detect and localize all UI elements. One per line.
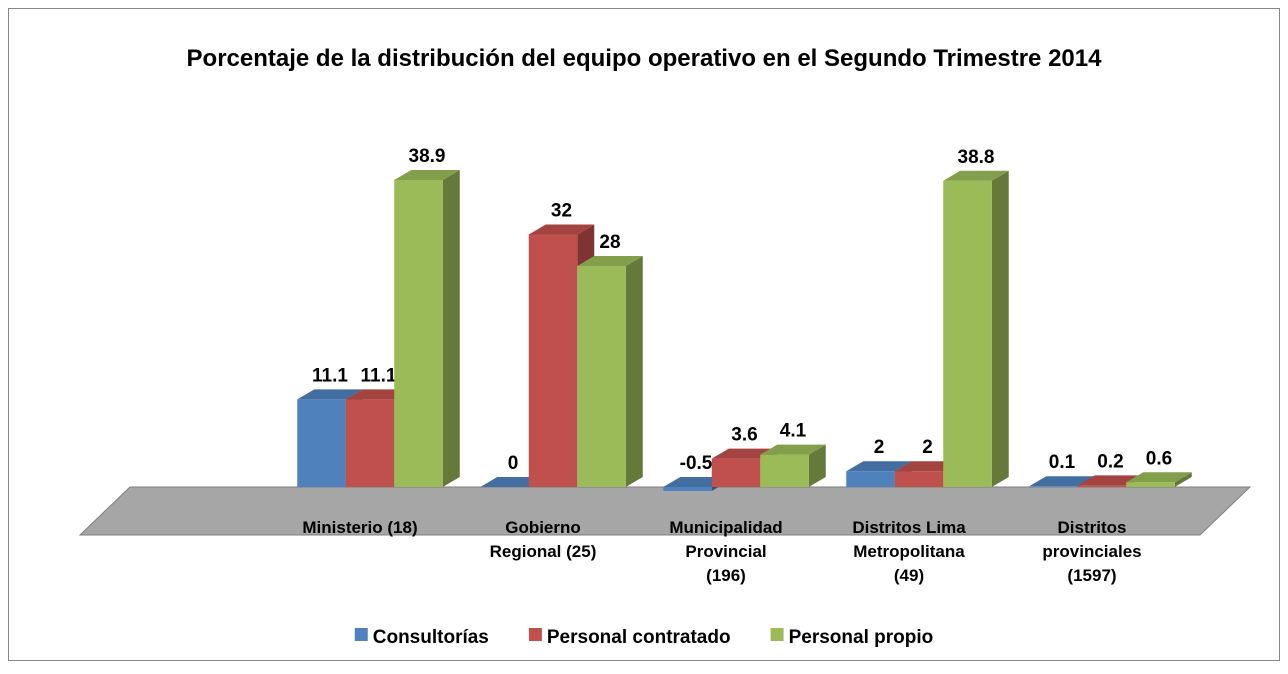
legend-swatch xyxy=(770,628,784,641)
legend-swatch xyxy=(354,628,368,641)
data-label: 28 xyxy=(599,232,620,253)
bar-side xyxy=(625,256,643,487)
data-label: 2 xyxy=(874,437,885,458)
data-label: 11.1 xyxy=(312,365,348,386)
bar-front xyxy=(1077,485,1127,487)
bar-top xyxy=(1029,476,1095,487)
bar xyxy=(1126,472,1192,487)
x-tick-label: Distritos Lima Metropolitana (49) xyxy=(852,518,966,585)
data-label: 38.8 xyxy=(958,147,995,168)
bar-side xyxy=(1174,472,1192,487)
data-label: 0.1 xyxy=(1049,452,1076,473)
bar-front xyxy=(711,458,761,487)
bar-front xyxy=(1029,486,1078,487)
legend-label: Personal propio xyxy=(789,627,934,648)
bar-side xyxy=(991,170,1009,488)
x-tick-label: Ministerio (18) xyxy=(302,518,417,537)
data-label: 0.6 xyxy=(1146,448,1172,469)
bar-front xyxy=(345,399,395,487)
bar xyxy=(577,256,643,487)
bar-front xyxy=(297,399,346,487)
data-label: 0.2 xyxy=(1097,451,1123,472)
bar-front xyxy=(894,471,944,487)
bar-front xyxy=(760,454,809,487)
bar-top xyxy=(528,224,595,235)
bar-top xyxy=(760,444,826,455)
bar-top xyxy=(846,461,912,472)
data-label: 2 xyxy=(922,437,933,458)
bar-top xyxy=(577,256,643,267)
data-label: 4.1 xyxy=(780,421,807,442)
legend-label: Personal contratado xyxy=(547,627,731,648)
bar-front xyxy=(394,180,443,487)
data-label: 32 xyxy=(551,200,572,221)
data-label: 11.1 xyxy=(361,365,397,386)
chart-frame xyxy=(8,8,1280,661)
bar-front xyxy=(1126,482,1175,487)
bar-front xyxy=(846,471,895,487)
bar-side xyxy=(442,170,460,487)
x-tick-label: Distritos provinciales (1597) xyxy=(1042,518,1141,585)
bar-front xyxy=(577,266,626,487)
bar-top xyxy=(394,170,460,180)
x-tick-label: Gobierno Regional (25) xyxy=(490,518,597,561)
legend-swatch xyxy=(528,628,542,641)
bar xyxy=(760,444,826,487)
x-tick-label: Municipalidad Provincial (196) xyxy=(669,518,782,585)
bar-top xyxy=(943,170,1009,181)
legend-label: Consultorías xyxy=(373,627,489,648)
chart-title: Porcentaje de la distribución del equipo… xyxy=(187,45,1103,72)
bar-front xyxy=(943,180,992,488)
bar-front xyxy=(528,234,578,487)
data-label: 38.9 xyxy=(409,146,446,167)
data-label: 0 xyxy=(508,453,519,474)
bar-top xyxy=(1126,472,1192,483)
data-label: 3.6 xyxy=(731,425,757,446)
bar-side xyxy=(808,444,826,487)
data-label: -0.5 xyxy=(680,453,713,474)
bar xyxy=(943,170,1009,488)
bar-front xyxy=(663,487,712,491)
bar xyxy=(394,170,460,487)
bar-top xyxy=(297,389,363,400)
